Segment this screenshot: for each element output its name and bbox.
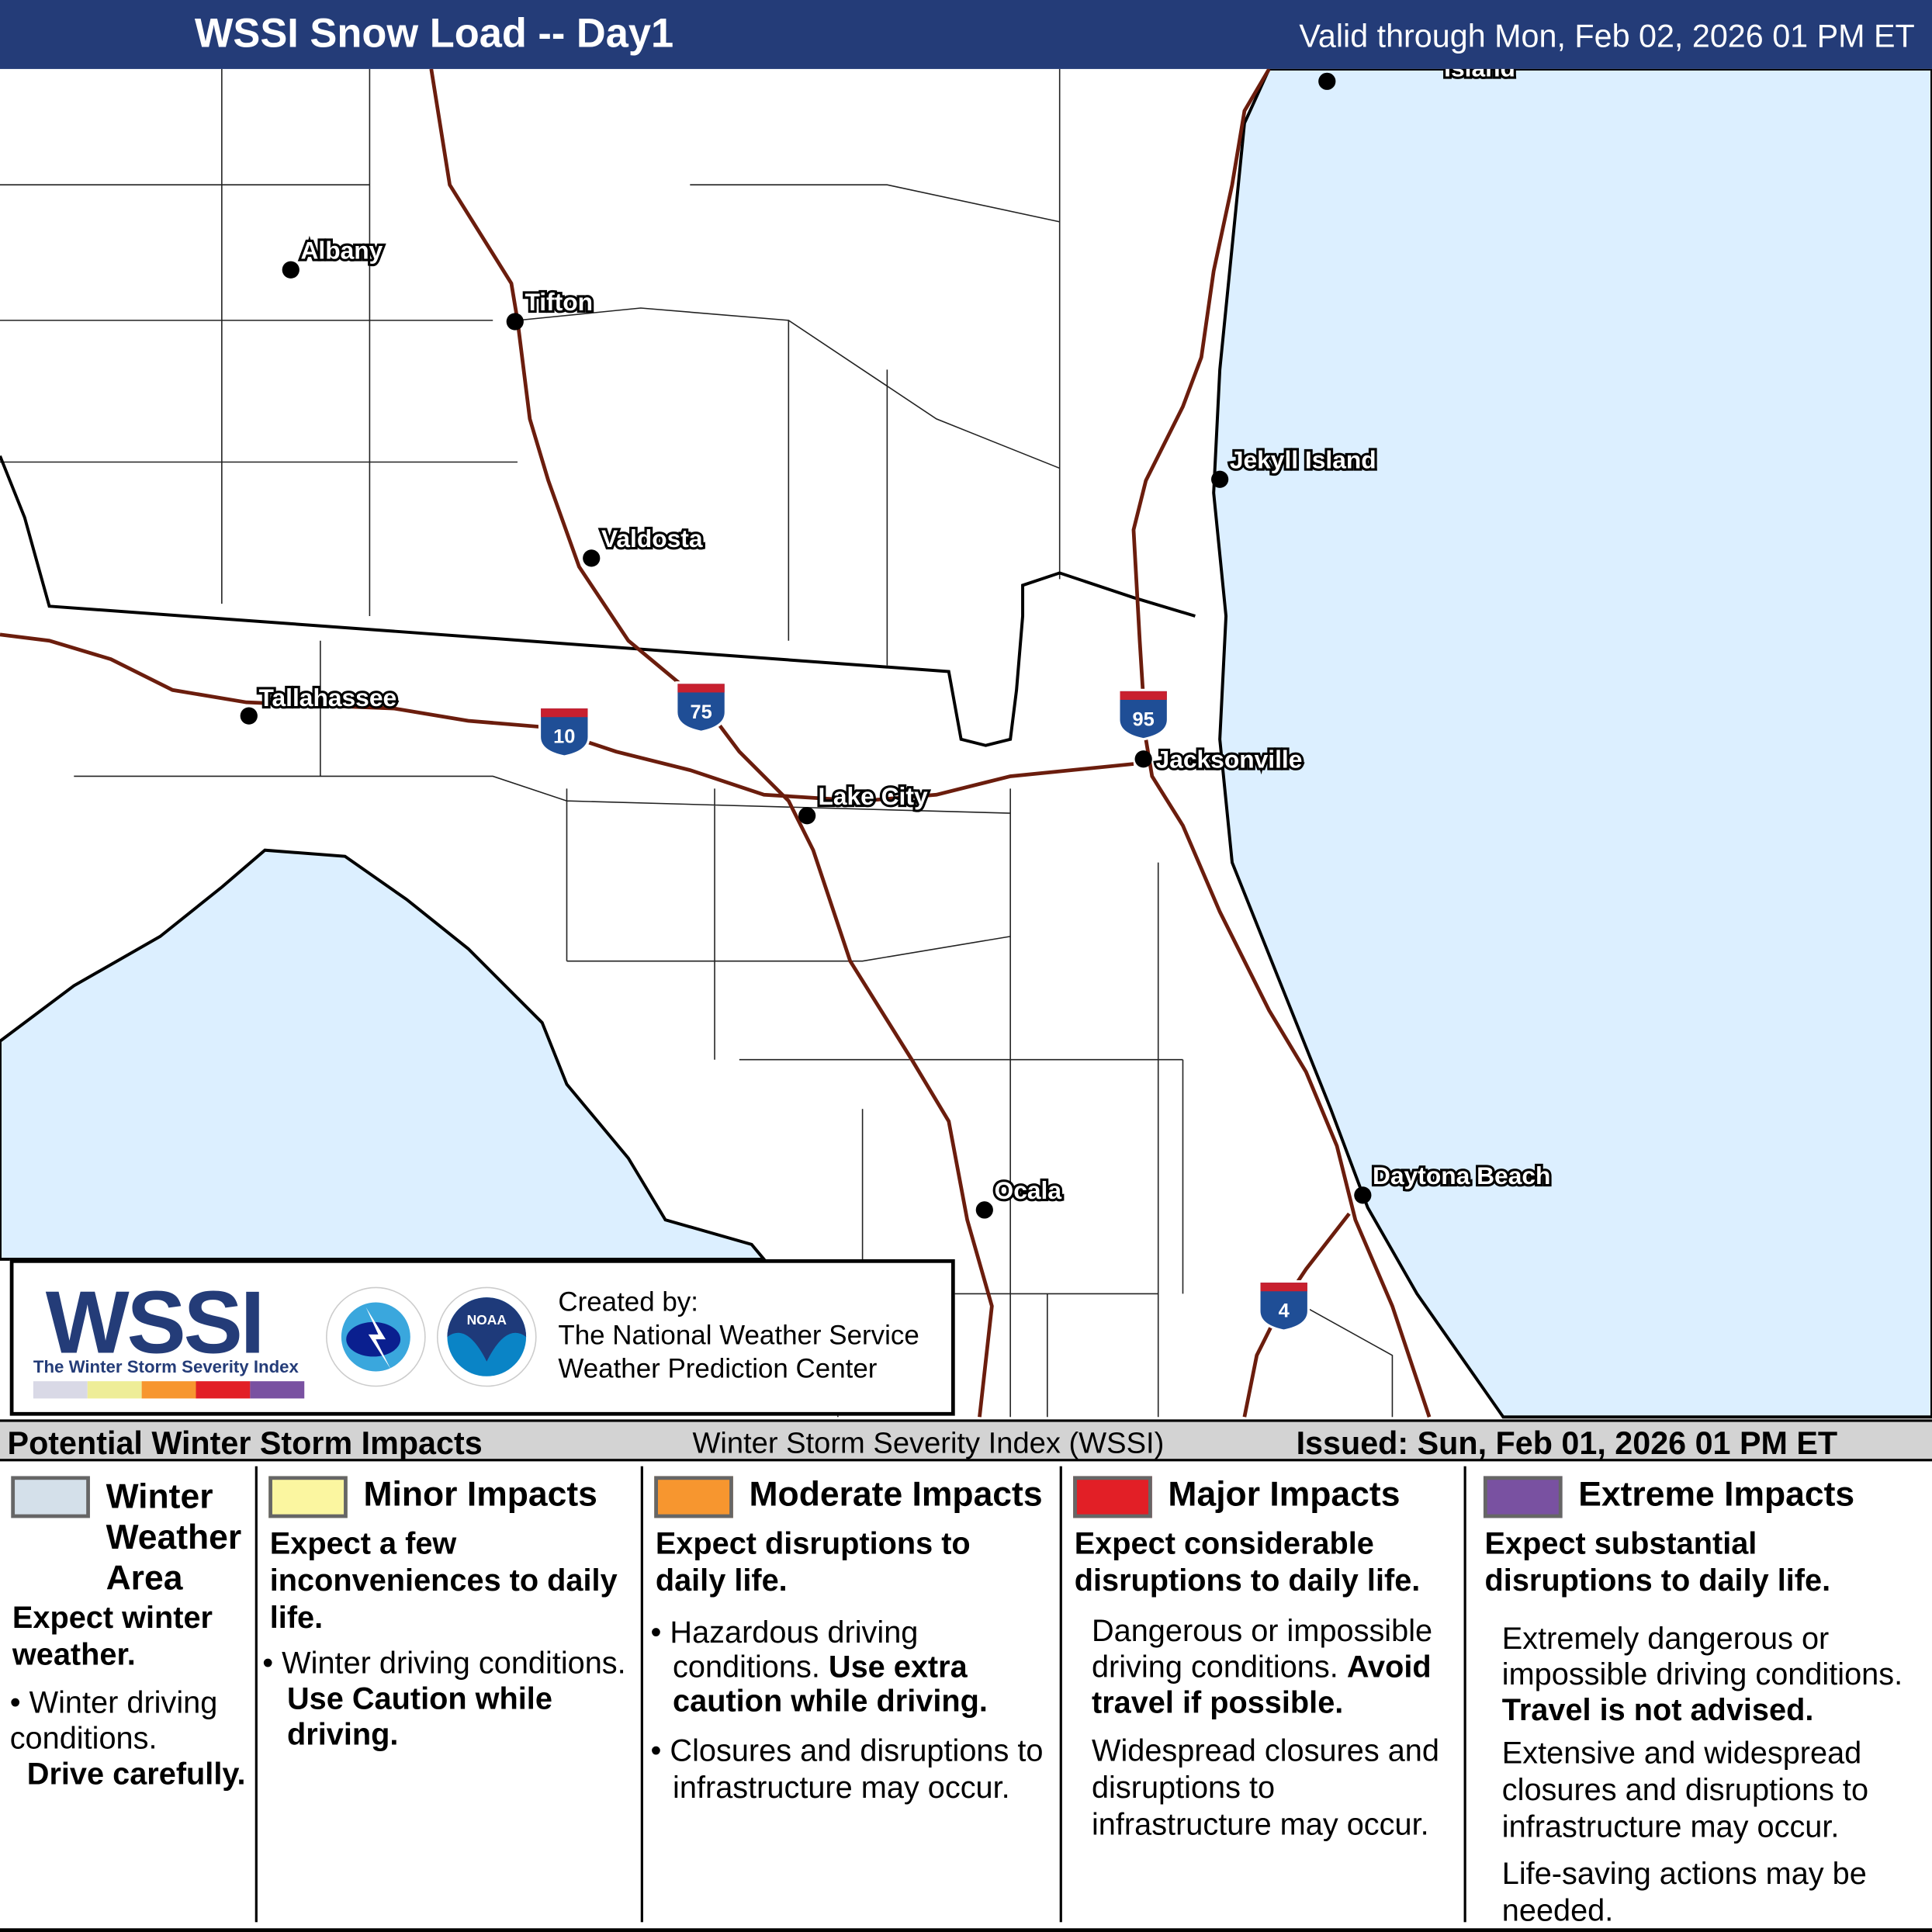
- wssi-subtitle: The Winter Storm Severity Index: [33, 1356, 299, 1376]
- winter-weather-swatch: [11, 1476, 90, 1518]
- svg-text:95: 95: [1133, 708, 1155, 730]
- impact-legend: Winter Weather Area Expect winter weathe…: [0, 1461, 1932, 1932]
- city-valdosta: Valdosta: [583, 522, 705, 567]
- city-markers: Island Albany Tifton Valdosta Tallahasse…: [240, 69, 1553, 1219]
- city-albany: Albany: [282, 234, 386, 279]
- created-by: Created by: The National Weather Service W…: [558, 1286, 919, 1384]
- svg-text:Valdosta: Valdosta: [601, 525, 703, 552]
- city-jacksonville: Jacksonville: [1134, 743, 1305, 776]
- city-tallahassee: Tallahassee: [240, 681, 399, 725]
- state-border: [0, 455, 1196, 747]
- city-lake-city: Lake City: [798, 780, 930, 825]
- logo-box: WSSI The Winter Storm Severity Index NOA…: [9, 1259, 955, 1416]
- legend-header: Potential Winter Storm Impacts Winter St…: [0, 1419, 1932, 1462]
- svg-text:10: 10: [553, 726, 575, 748]
- moderate-swatch: [654, 1476, 733, 1518]
- wssi-color-bar: [33, 1381, 305, 1399]
- svg-text:Tallahassee: Tallahassee: [258, 684, 396, 712]
- legend-header-index: Winter Storm Severity Index (WSSI): [692, 1426, 1165, 1460]
- svg-text:4: 4: [1279, 1300, 1290, 1322]
- minor-swatch: [268, 1476, 348, 1518]
- i95-shield-icon: 95: [1117, 688, 1170, 741]
- svg-text:75: 75: [690, 701, 712, 723]
- legend-extreme-impacts: Extreme Impacts Expect substantial disru…: [1483, 1474, 1903, 1929]
- map: Island Albany Tifton Valdosta Tallahasse…: [0, 68, 1932, 1420]
- city-tifton: Tifton: [506, 286, 595, 331]
- svg-text:Jekyll Island: Jekyll Island: [1230, 445, 1376, 473]
- title-bar: WSSI Snow Load -- Day1 Valid through Mon…: [0, 0, 1932, 69]
- major-swatch: [1073, 1476, 1152, 1518]
- nws-seal-icon: [326, 1286, 426, 1387]
- city-jekyll-island: Jekyll Island: [1211, 443, 1379, 488]
- atlantic-ocean: [1212, 68, 1932, 1419]
- gulf-of-mexico: [0, 848, 767, 1261]
- svg-text:Daytona Beach: Daytona Beach: [1373, 1162, 1550, 1189]
- legend-minor-impacts: Minor Impacts Expect a few inconvenience…: [262, 1474, 626, 1753]
- i4-shield-icon: 4: [1258, 1279, 1311, 1332]
- svg-text:Island: Island: [1444, 69, 1515, 82]
- legend-major-impacts: Major Impacts Expect considerable disrup…: [1073, 1474, 1439, 1843]
- svg-text:NOAA: NOAA: [467, 1312, 507, 1328]
- interstate-shields: 10 75 95 4: [538, 681, 1311, 1332]
- extreme-swatch: [1483, 1476, 1563, 1518]
- legend-moderate-impacts: Moderate Impacts Expect disruptions to d…: [650, 1474, 1044, 1806]
- i10-shield-icon: 10: [538, 705, 590, 758]
- valid-time: Valid through Mon, Feb 02, 2026 01 PM ET: [1299, 17, 1915, 54]
- svg-text:Lake City: Lake City: [818, 782, 928, 810]
- svg-text:Jacksonville: Jacksonville: [1156, 745, 1303, 773]
- i75-shield-icon: 75: [675, 681, 727, 733]
- noaa-seal-icon: NOAA: [436, 1286, 537, 1387]
- city-ocala: Ocala: [975, 1174, 1065, 1219]
- svg-text:Ocala: Ocala: [995, 1176, 1062, 1204]
- svg-text:Albany: Albany: [300, 236, 383, 264]
- legend-header-title: Potential Winter Storm Impacts: [7, 1424, 483, 1462]
- issued-time: Issued: Sun, Feb 01, 2026 01 PM ET: [1296, 1424, 1838, 1462]
- city-daytona-beach: Daytona Beach: [1354, 1159, 1553, 1204]
- city-island: Island: [1318, 69, 1518, 90]
- legend-winter-weather-area: Winter Weather Area Expect winter weathe…: [9, 1476, 246, 1792]
- page-title: WSSI Snow Load -- Day1: [194, 9, 674, 56]
- wssi-logo: WSSI: [45, 1274, 265, 1373]
- svg-text:Tifton: Tifton: [525, 288, 593, 316]
